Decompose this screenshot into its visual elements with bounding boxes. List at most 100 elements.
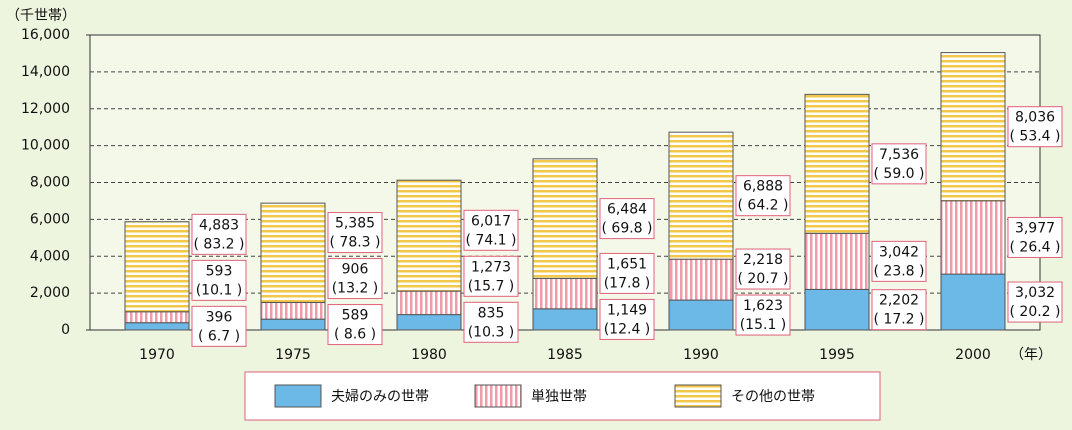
label-box	[463, 255, 519, 297]
share-label: ( 26.4 )	[1010, 239, 1061, 255]
label-box	[463, 301, 519, 343]
bar-segment	[124, 322, 190, 331]
bar-segment	[804, 232, 870, 290]
legend	[244, 371, 881, 421]
share-label: (10.1 )	[196, 282, 243, 298]
legend-label: 夫婦のみの世帯	[331, 388, 429, 405]
bar-segment	[940, 200, 1006, 275]
y-tick-label: 14,000	[21, 64, 70, 80]
share-label: ( 59.0 )	[874, 166, 925, 182]
value-label: 1,623	[743, 298, 783, 314]
x-tick-label: 1995	[819, 347, 855, 363]
share-label: (10.3 )	[468, 324, 515, 340]
x-tick-label: 1990	[683, 347, 719, 363]
x-tick-label: 1975	[275, 347, 311, 363]
legend-swatch	[674, 384, 722, 408]
bar-segment	[260, 318, 326, 331]
legend-label: 単独世帯	[531, 389, 587, 405]
label-box	[871, 240, 927, 282]
label-box	[735, 175, 791, 217]
y-tick-label: 16,000	[21, 27, 70, 43]
value-label: 8,036	[1015, 110, 1055, 126]
label-box	[463, 209, 519, 251]
label-box	[1007, 281, 1063, 323]
label-box	[871, 143, 927, 185]
bar-segment	[940, 52, 1006, 202]
bar-segment	[668, 258, 734, 301]
value-label: 5,385	[335, 216, 375, 232]
value-label: 3,042	[879, 244, 919, 260]
share-label: ( 83.2 )	[194, 236, 245, 252]
share-label: ( 20.7 )	[738, 271, 789, 287]
share-label: (13.2 )	[332, 281, 379, 297]
legend-swatch	[274, 384, 322, 408]
label-box	[1007, 216, 1063, 258]
label-box	[327, 258, 383, 300]
share-label: ( 53.4 )	[1010, 129, 1061, 145]
x-tick-label: 1970	[139, 347, 175, 363]
value-label: 1,273	[471, 259, 511, 275]
x-tick-label: 1985	[547, 347, 583, 363]
label-box	[327, 212, 383, 254]
share-label: ( 6.7 )	[198, 328, 240, 344]
label-box	[599, 252, 655, 294]
y-tick-label: 4,000	[30, 248, 70, 264]
y-tick-label: 8,000	[30, 175, 70, 191]
x-tick-label: 1980	[411, 347, 447, 363]
share-label: ( 69.8 )	[602, 221, 653, 237]
value-label: 7,536	[879, 147, 919, 163]
share-label: (15.7 )	[468, 278, 515, 294]
value-label: 593	[206, 263, 233, 279]
share-label: ( 23.8 )	[874, 263, 925, 279]
y-tick-label: 2,000	[30, 285, 70, 301]
value-label: 2,202	[879, 293, 919, 309]
bar-segment	[668, 299, 734, 331]
bar-segment	[396, 314, 462, 331]
bar-segment	[532, 308, 598, 331]
value-label: 4,883	[199, 217, 239, 233]
share-label: ( 20.2 )	[1010, 304, 1061, 320]
share-label: (17.8 )	[604, 275, 651, 291]
value-label: 6,017	[471, 213, 511, 229]
bar-segment	[532, 158, 598, 279]
value-label: 906	[342, 262, 369, 278]
value-label: 589	[342, 308, 369, 324]
value-label: 396	[206, 309, 233, 325]
y-tick-label: 0	[61, 322, 70, 338]
share-label: ( 17.2 )	[874, 312, 925, 328]
label-box	[735, 248, 791, 290]
label-box	[1007, 106, 1063, 148]
bar-segment	[668, 131, 734, 260]
x-unit: （年）	[1010, 347, 1052, 363]
value-label: 1,149	[607, 302, 647, 318]
y-tick-label: 10,000	[21, 138, 70, 154]
share-label: ( 64.2 )	[738, 198, 789, 214]
label-box	[735, 294, 791, 336]
bar-segment	[124, 311, 190, 324]
x-tick-label: 2000	[955, 347, 991, 363]
label-box	[191, 259, 247, 301]
label-box	[871, 289, 927, 331]
label-box	[327, 304, 383, 346]
y-tick-label: 12,000	[21, 101, 70, 117]
bar-segment	[260, 202, 326, 303]
bar-segment	[940, 273, 1006, 331]
value-label: 6,484	[607, 202, 647, 218]
share-label: (15.1 )	[740, 317, 787, 333]
share-label: ( 8.6 )	[334, 327, 376, 343]
value-label: 6,888	[743, 179, 783, 195]
legend-swatch	[474, 384, 522, 408]
y-tick-label: 6,000	[30, 211, 70, 227]
bar-segment	[532, 277, 598, 310]
legend-label: その他の世帯	[731, 389, 815, 405]
value-label: 1,651	[607, 256, 647, 272]
value-label: 3,977	[1015, 220, 1055, 236]
value-label: 835	[478, 305, 505, 321]
y-unit: （千世帯）	[6, 8, 76, 24]
label-box	[599, 298, 655, 340]
value-label: 3,032	[1015, 285, 1055, 301]
share-label: (12.4 )	[604, 321, 651, 337]
bar-segment	[396, 179, 462, 292]
value-label: 2,218	[743, 252, 783, 268]
